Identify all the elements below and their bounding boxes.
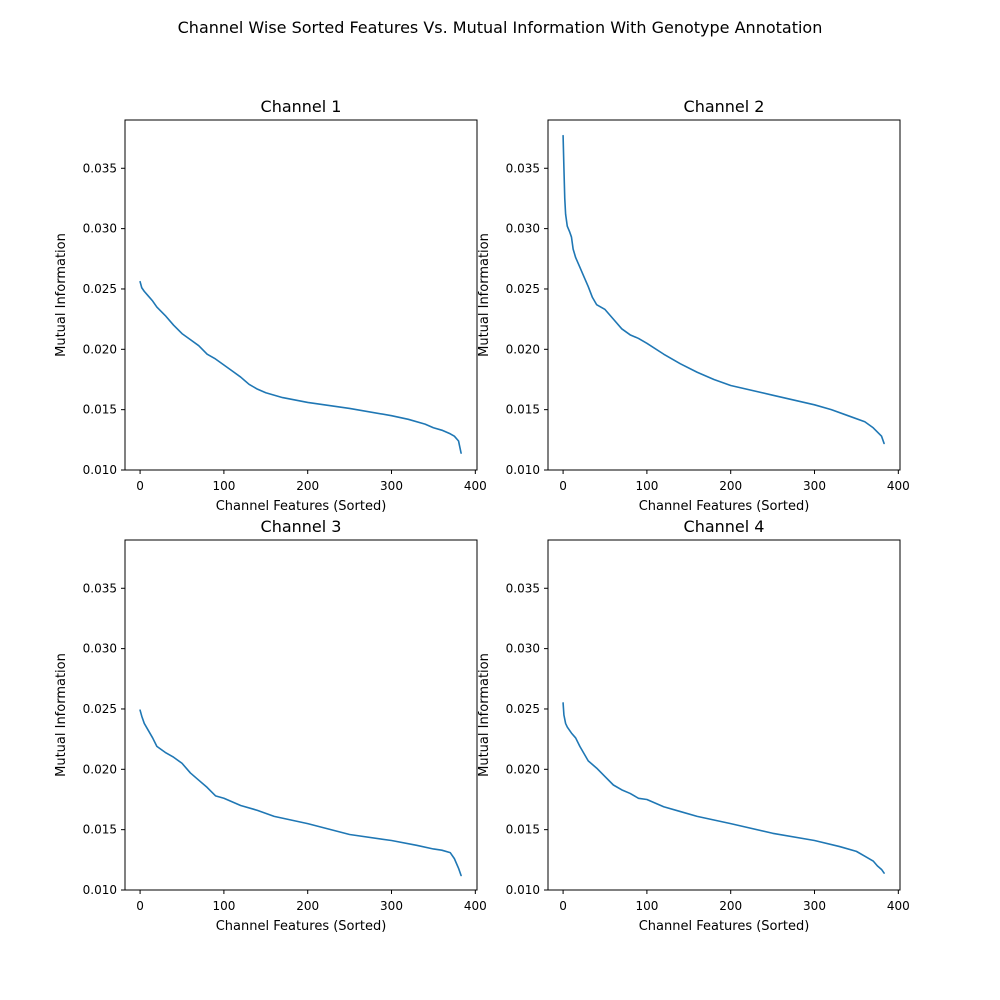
y-tick-label: 0.010 xyxy=(83,883,117,897)
series-line-1 xyxy=(139,709,462,877)
y-tick-label: 0.035 xyxy=(83,161,117,175)
y-tick-label: 0.015 xyxy=(506,403,540,417)
y-tick-label: 0.020 xyxy=(506,762,540,776)
x-tick-label: 0 xyxy=(559,899,567,913)
axes-frame xyxy=(547,539,901,891)
x-tick-label: 200 xyxy=(296,479,319,493)
x-tick-label: 400 xyxy=(464,899,487,913)
y-tick-label: 0.030 xyxy=(506,222,540,236)
y-tick-label: 0.010 xyxy=(83,463,117,477)
y-tick-label: 0.025 xyxy=(83,282,117,296)
figure-title: Channel Wise Sorted Features Vs. Mutual … xyxy=(177,18,823,37)
x-tick-label: 400 xyxy=(887,899,910,913)
x-tick-label: 300 xyxy=(380,479,403,493)
y-tick-label: 0.035 xyxy=(506,161,540,175)
x-tick-label: 400 xyxy=(887,479,910,493)
y-tick-label: 0.010 xyxy=(506,883,540,897)
y-axis-label: Mutual Information xyxy=(54,653,69,777)
x-tick-label: 100 xyxy=(635,479,658,493)
subplot-title: Channel 1 xyxy=(261,97,342,116)
y-tick-label: 0.035 xyxy=(506,581,540,595)
axes-frame xyxy=(547,119,901,471)
y-tick-label: 0.025 xyxy=(83,702,117,716)
subplot-title: Channel 3 xyxy=(261,517,342,536)
x-tick-label: 300 xyxy=(803,479,826,493)
x-axis-label: Channel Features (Sorted) xyxy=(639,499,810,514)
y-tick-label: 0.015 xyxy=(83,403,117,417)
y-tick-label: 0.020 xyxy=(83,762,117,776)
subplot-title: Channel 2 xyxy=(684,97,765,116)
y-tick-label: 0.010 xyxy=(506,463,540,477)
y-tick-label: 0.025 xyxy=(506,702,540,716)
x-tick-label: 100 xyxy=(635,899,658,913)
x-tick-label: 100 xyxy=(212,479,235,493)
y-tick-label: 0.035 xyxy=(83,581,117,595)
subplot-4: 0 100 200 300 400 0.010 0.015 0.020 0.025 0.030 0.… xyxy=(477,517,910,934)
x-tick-label: 0 xyxy=(559,479,567,493)
axes-frame xyxy=(124,539,478,891)
y-tick-label: 0.030 xyxy=(83,222,117,236)
x-axis-label: Channel Features (Sorted) xyxy=(216,499,387,514)
y-tick-label: 0.015 xyxy=(506,823,540,837)
x-tick-label: 200 xyxy=(719,479,742,493)
subplot-2: 0 100 200 300 400 0.010 0.015 0.020 0.025 0.030 0.… xyxy=(477,97,910,514)
y-tick-label: 0.025 xyxy=(506,282,540,296)
x-axis-label: Channel Features (Sorted) xyxy=(639,919,810,934)
x-tick-label: 200 xyxy=(719,899,742,913)
y-axis-label: Mutual Information xyxy=(54,233,69,357)
x-tick-label: 400 xyxy=(464,479,487,493)
x-tick-label: 300 xyxy=(380,899,403,913)
y-tick-label: 0.020 xyxy=(506,342,540,356)
x-tick-label: 0 xyxy=(136,899,144,913)
y-tick-label: 0.030 xyxy=(506,642,540,656)
x-tick-label: 200 xyxy=(296,899,319,913)
y-tick-label: 0.020 xyxy=(83,342,117,356)
x-tick-label: 0 xyxy=(136,479,144,493)
series-line-1 xyxy=(562,702,885,874)
x-tick-label: 100 xyxy=(212,899,235,913)
y-axis-label: Mutual Information xyxy=(477,653,492,777)
x-tick-label: 300 xyxy=(803,899,826,913)
series-line-1 xyxy=(562,134,885,445)
subplot-3: 0 100 200 300 400 0.010 0.015 0.020 0.025 0.030 0.… xyxy=(54,517,487,934)
axes-frame xyxy=(124,119,478,471)
y-tick-label: 0.030 xyxy=(83,642,117,656)
x-axis-label: Channel Features (Sorted) xyxy=(216,919,387,934)
subplot-title: Channel 4 xyxy=(684,517,765,536)
y-axis-label: Mutual Information xyxy=(477,233,492,357)
subplot-1: 0 100 200 300 400 0.010 0.015 0.020 0.025 0.030 0.… xyxy=(54,97,487,514)
y-tick-label: 0.015 xyxy=(83,823,117,837)
series-line-1 xyxy=(139,280,462,454)
